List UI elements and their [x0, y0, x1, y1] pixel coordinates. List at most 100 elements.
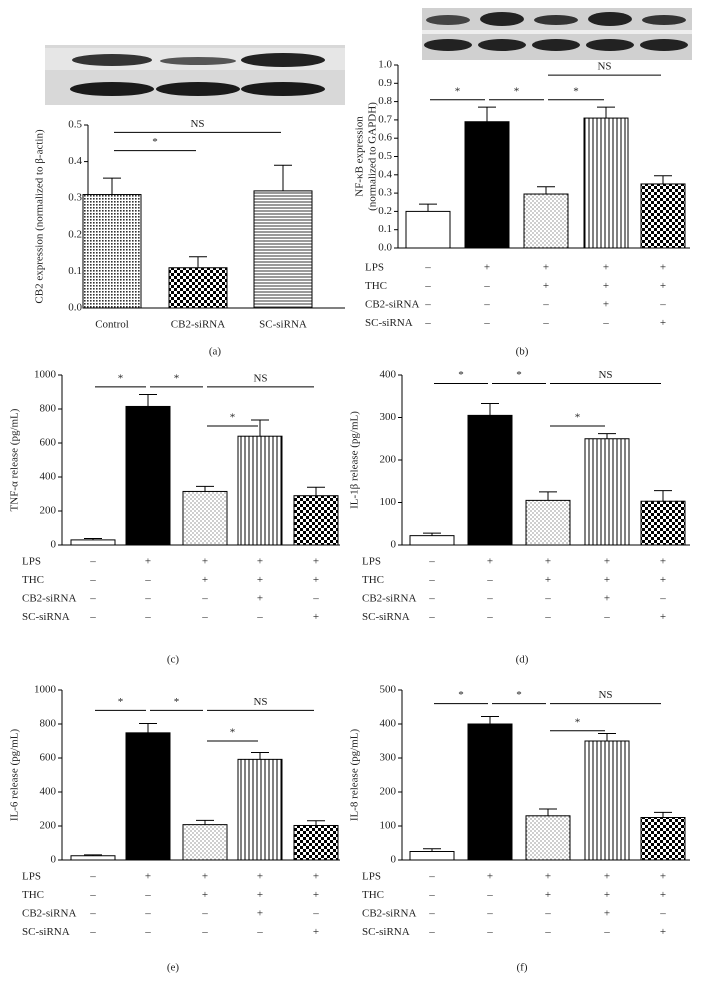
treatment-sign: + — [660, 926, 666, 938]
y-tick-label: 0.2 — [378, 205, 392, 217]
treatment-sign: + — [660, 574, 666, 586]
treatment-label: LPS — [365, 262, 384, 274]
treatment-sign: + — [660, 611, 666, 623]
treatment-sign: + — [257, 871, 263, 883]
y-tick-label: 400 — [380, 369, 397, 381]
treatment-sign: + — [257, 908, 263, 920]
treatment-sign: + — [313, 611, 319, 623]
treatment-sign: + — [543, 280, 549, 292]
y-tick-label: 0.6 — [378, 132, 392, 144]
treatment-sign: + — [257, 593, 263, 605]
treatment-sign: – — [544, 926, 551, 938]
treatment-sign: – — [428, 556, 435, 568]
treatment-sign: – — [428, 908, 435, 920]
error-bar — [189, 256, 207, 268]
y-tick-label: 0.9 — [378, 77, 392, 89]
bar — [640, 183, 686, 249]
treatment-sign: – — [428, 574, 435, 586]
bar — [523, 193, 569, 249]
significance-label: * — [458, 689, 464, 701]
significance-label: NS — [598, 369, 612, 381]
error-bar — [654, 811, 672, 818]
treatment-label: CB2-siRNA — [22, 593, 76, 605]
treatment-sign: – — [428, 889, 435, 901]
y-tick-label: 0.3 — [68, 192, 82, 204]
treatment-sign: – — [602, 317, 609, 329]
blot-image — [422, 8, 692, 60]
error-bar — [597, 106, 615, 119]
treatment-label: THC — [362, 889, 384, 901]
y-tick-label: 0.0 — [378, 242, 392, 254]
error-bar — [539, 808, 557, 816]
error-bar — [654, 175, 672, 184]
treatment-sign: – — [483, 280, 490, 292]
chart-panel: 0.0 0.1 0.2 0.3 0.4 0.5 CB2 expression (normal… — [34, 118, 345, 358]
treatment-sign: – — [483, 317, 490, 329]
treatment-sign: – — [144, 593, 151, 605]
treatment-sign: + — [145, 556, 151, 568]
significance-label: * — [174, 696, 180, 708]
y-tick-label: 400 — [40, 471, 57, 483]
treatment-sign: + — [257, 556, 263, 568]
treatment-label: SC-siRNA — [362, 611, 410, 623]
treatment-sign: + — [603, 280, 609, 292]
y-tick-label: 1000 — [34, 684, 57, 696]
chart-panel: 0 100 200 300 400 500 IL-8 release (pg/mL) LPS –… — [349, 684, 690, 974]
treatment-sign: – — [312, 908, 319, 920]
y-tick-label: 300 — [380, 752, 397, 764]
treatment-sign: – — [603, 611, 610, 623]
treatment-sign: + — [545, 889, 551, 901]
error-bar — [307, 820, 325, 826]
treatment-label: THC — [22, 574, 44, 586]
treatment-sign: – — [424, 317, 431, 329]
significance-label: * — [573, 85, 579, 97]
y-tick-label: 1000 — [34, 369, 57, 381]
treatment-sign: + — [660, 317, 666, 329]
y-axis-label: IL-6 release (pg/mL) — [9, 729, 21, 822]
error-bar — [139, 722, 157, 733]
treatment-sign: – — [544, 593, 551, 605]
treatment-label: LPS — [362, 556, 381, 568]
y-tick-label: 0.3 — [378, 187, 392, 199]
y-tick-label: 0 — [51, 854, 57, 866]
error-bar — [481, 716, 499, 724]
y-tick-label: 0.0 — [68, 302, 82, 314]
significance-label: * — [230, 727, 236, 739]
error-bar — [307, 486, 325, 496]
y-tick-label: 0.8 — [378, 95, 392, 107]
treatment-sign: + — [313, 926, 319, 938]
treatment-sign: – — [542, 299, 549, 311]
chart-panel: 0.0 0.1 0.2 0.3 0.4 0.5 0.6 0.7 0.8 0.9 1.0 NF-κB e… — [354, 59, 690, 358]
significance-label: * — [458, 369, 464, 381]
bar — [293, 824, 339, 861]
error-bar — [419, 203, 437, 212]
panel-label: (d) — [516, 654, 529, 666]
bar — [168, 267, 228, 309]
bar — [125, 405, 171, 546]
significance-label: * — [118, 696, 124, 708]
treatment-label: SC-siRNA — [22, 926, 70, 938]
treatment-sign: + — [202, 889, 208, 901]
treatment-sign: + — [257, 574, 263, 586]
significance-label: * — [514, 85, 520, 97]
y-tick-label: 400 — [380, 718, 397, 730]
treatment-sign: – — [89, 908, 96, 920]
treatment-label: SC-siRNA — [22, 611, 70, 623]
y-tick-label: 600 — [40, 752, 57, 764]
error-bar — [537, 186, 555, 195]
treatment-sign: + — [313, 889, 319, 901]
treatment-sign: – — [659, 908, 666, 920]
treatment-sign: + — [660, 280, 666, 292]
y-tick-label: 400 — [40, 786, 57, 798]
y-axis-label: IL-1β release (pg/mL) — [349, 411, 361, 509]
treatment-sign: – — [256, 926, 263, 938]
y-tick-label: 300 — [380, 411, 397, 423]
error-bar — [139, 394, 157, 407]
treatment-label: LPS — [22, 556, 41, 568]
treatment-sign: – — [89, 871, 96, 883]
treatment-sign: + — [545, 871, 551, 883]
treatment-sign: – — [428, 611, 435, 623]
bar — [525, 815, 571, 861]
treatment-sign: + — [603, 299, 609, 311]
